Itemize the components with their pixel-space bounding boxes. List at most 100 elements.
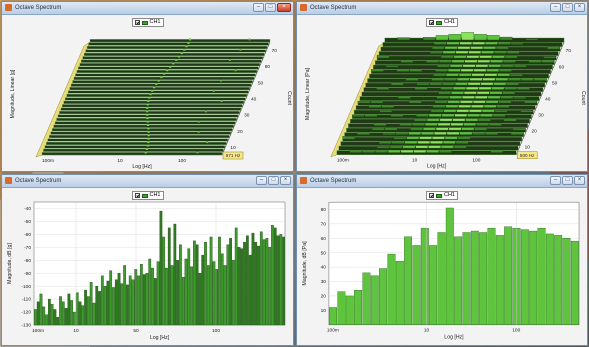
window-titlebar[interactable]: Octave Spectrum – □ × <box>2 175 293 188</box>
bar <box>112 287 115 326</box>
spectral-bar <box>364 113 378 117</box>
spectral-peak <box>146 106 149 109</box>
legend-toggle[interactable]: CH1 <box>131 18 164 27</box>
legend-toggle[interactable]: CH1 <box>425 18 459 27</box>
spectral-bar <box>416 83 430 86</box>
spectral-peak <box>234 69 237 72</box>
window-titlebar[interactable]: Octave Spectrum – □ × <box>297 175 587 188</box>
spectral-bar <box>390 114 403 117</box>
slice-band <box>78 66 259 70</box>
bar <box>106 280 110 326</box>
slice-band <box>88 42 269 46</box>
x-axis-label: Log [Hz] <box>132 164 152 170</box>
spectral-bar <box>435 69 448 72</box>
bar <box>412 245 421 325</box>
close-button[interactable]: × <box>277 3 291 12</box>
close-button[interactable]: × <box>280 176 291 185</box>
spectral-bar <box>409 68 423 72</box>
maximize-button[interactable]: □ <box>265 3 276 12</box>
bar <box>120 283 124 326</box>
spectral-bar <box>510 43 524 45</box>
window-bar-left: Octave Spectrum – □ × CH1 -40 -50 -60 -70 -8… <box>1 174 294 346</box>
waterfall-slice <box>85 48 266 53</box>
bar <box>126 284 129 326</box>
svg-text:500 Hz: 500 Hz <box>520 153 535 158</box>
bar <box>165 267 168 326</box>
spectral-peak <box>144 151 147 154</box>
waterfall-slice <box>54 120 236 125</box>
checkbox-icon[interactable] <box>134 20 140 25</box>
spectral-bar <box>429 82 442 86</box>
bar <box>273 227 277 326</box>
y-tick-label: -100 <box>21 284 31 290</box>
spectral-peak <box>157 79 160 82</box>
close-button[interactable]: × <box>574 176 585 185</box>
minimize-button[interactable]: – <box>550 3 561 12</box>
bar <box>128 275 132 326</box>
bar <box>39 293 43 326</box>
bar <box>198 273 202 326</box>
spectral-bar <box>400 59 414 63</box>
waterfall-slice <box>81 58 262 63</box>
maximize-button[interactable]: □ <box>562 176 573 185</box>
y-tick-label: 20 <box>321 294 327 300</box>
legend-toggle[interactable]: CH1 <box>425 191 459 200</box>
waterfall-slice <box>78 65 259 70</box>
bar <box>212 261 216 326</box>
close-button[interactable]: × <box>574 3 585 12</box>
spectral-peak <box>152 86 156 89</box>
waterfall-plot[interactable]: Magnitude, Linear [g] Log [Hz] Count 100m 10… <box>2 2 293 171</box>
spectral-peak <box>146 113 149 116</box>
window-titlebar[interactable]: Octave Spectrum – □ × <box>2 2 293 15</box>
bar-plot[interactable]: 80 70 60 50 40 30 20 10 100m 10 100 Log [Hz] Magnitu… <box>297 175 587 345</box>
spectral-peak <box>149 92 152 96</box>
maximize-button[interactable]: □ <box>268 176 279 185</box>
legend-toggle[interactable]: CH1 <box>131 191 164 200</box>
bar <box>151 267 154 326</box>
minimize-button[interactable]: – <box>256 176 267 185</box>
spectral-bar <box>474 34 487 41</box>
z-tick-label: 20 <box>237 129 243 135</box>
bar <box>81 305 85 326</box>
spectral-bar <box>377 146 390 149</box>
spectral-bar <box>395 132 409 135</box>
maximize-button[interactable]: □ <box>562 3 573 12</box>
spectral-peak <box>151 89 154 92</box>
spectral-bar <box>494 110 508 113</box>
bar <box>134 269 138 326</box>
window-titlebar[interactable]: Octave Spectrum – □ × <box>297 2 587 15</box>
checkbox-icon[interactable] <box>428 193 434 198</box>
bar <box>520 229 529 325</box>
bar <box>279 234 283 326</box>
app-icon <box>300 177 307 184</box>
x-tick-label: 10 <box>424 328 430 334</box>
bar <box>545 233 554 325</box>
spectral-peak <box>248 38 251 41</box>
minimize-button[interactable]: – <box>253 3 264 12</box>
checkbox-icon[interactable] <box>134 193 140 198</box>
bar <box>562 238 571 325</box>
slice-band <box>52 128 233 132</box>
waterfall-slice <box>44 144 226 149</box>
y-tick-label: -110 <box>22 297 32 303</box>
bar <box>179 244 182 326</box>
bar <box>100 275 104 326</box>
y-tick-label: 80 <box>321 207 327 213</box>
waterfall-plot[interactable]: Magnitude, Linear [Pa] Log [Hz] Count 100m 1… <box>297 2 587 171</box>
spectral-bar <box>396 68 410 72</box>
checkbox-icon[interactable] <box>428 20 434 25</box>
slice-band <box>63 100 244 104</box>
spectral-peak <box>204 110 207 113</box>
z-tick-label: 20 <box>531 129 537 135</box>
waterfall-slice <box>50 130 231 135</box>
minimize-button[interactable]: – <box>550 176 561 185</box>
x-tick-label: 100 <box>512 328 520 334</box>
spectral-bar <box>397 37 410 41</box>
bar <box>248 254 252 326</box>
plot-area <box>328 201 580 326</box>
z-axis-label: Count <box>286 91 292 105</box>
bar <box>223 265 227 326</box>
spectral-bar <box>426 60 439 63</box>
bar <box>137 275 140 326</box>
